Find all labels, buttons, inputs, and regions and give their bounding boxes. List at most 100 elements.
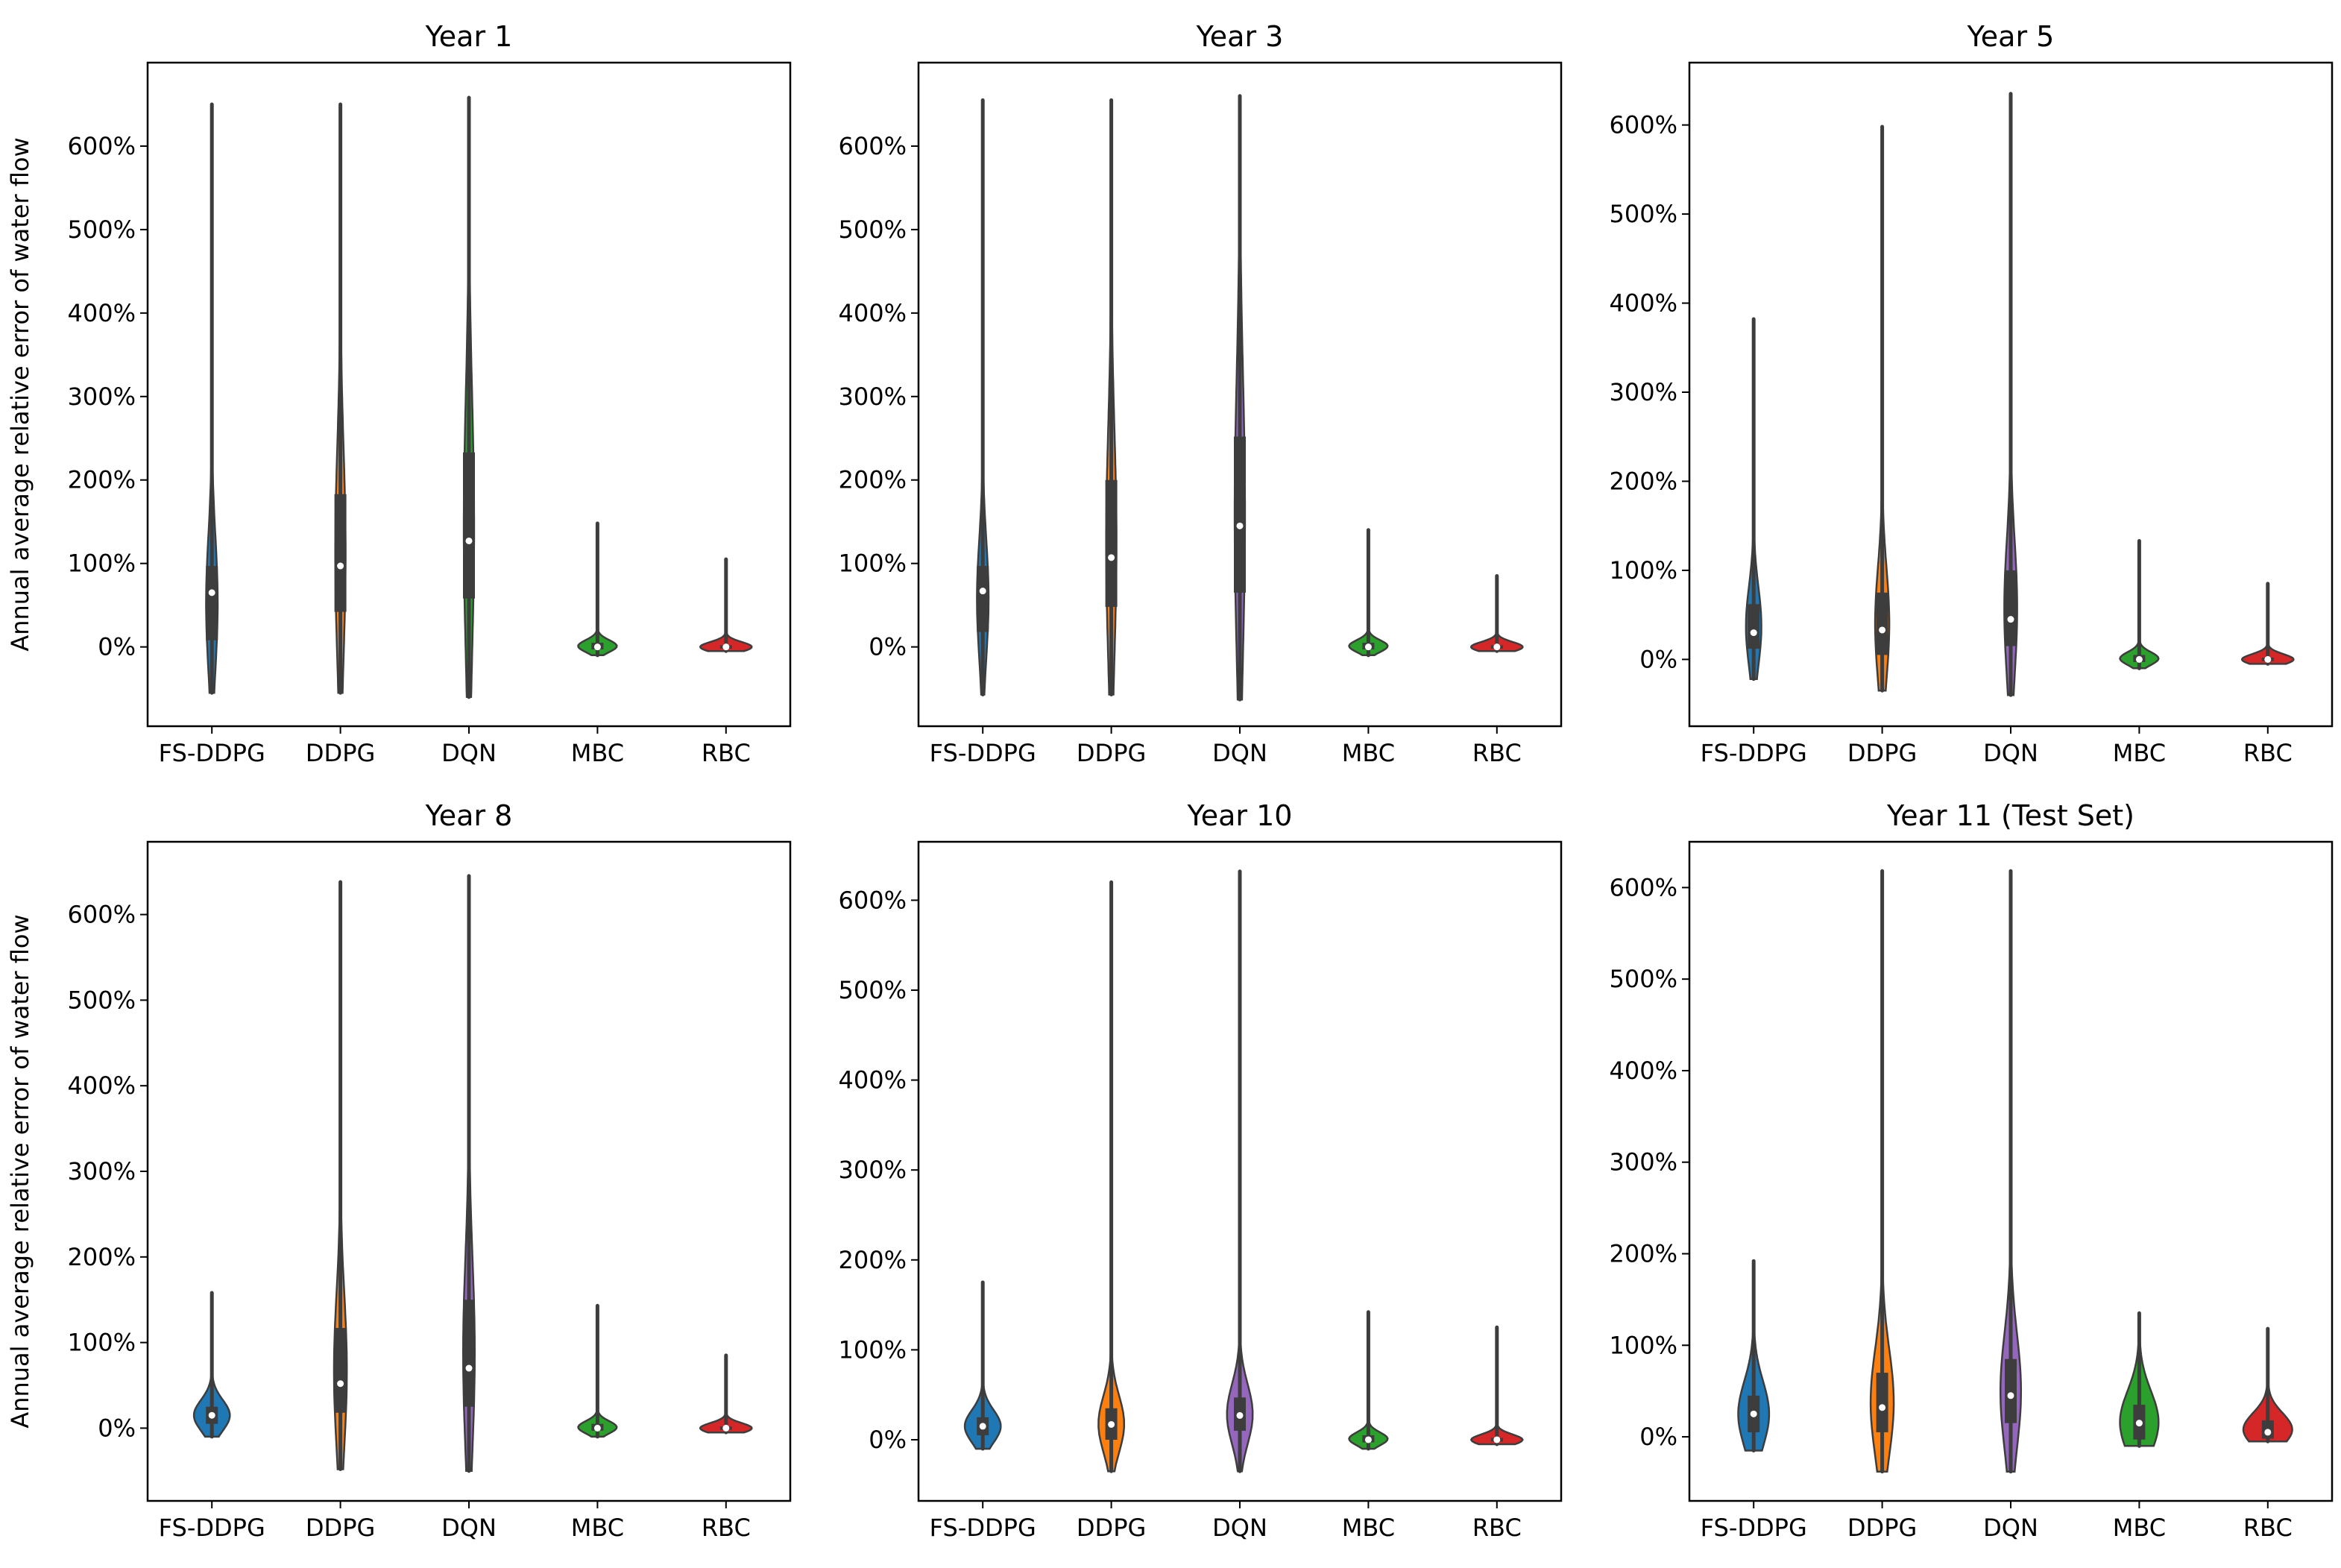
- y-tick-label: 300%: [839, 1156, 907, 1184]
- violin-median-dot: [593, 1424, 601, 1432]
- subplot-frame: [917, 61, 1563, 728]
- x-tick-label: FS-DDPG: [159, 739, 265, 767]
- violin-iqr-box: [206, 566, 218, 640]
- violin-iqr-box: [463, 1300, 475, 1407]
- y-tick-label: 400%: [68, 299, 136, 327]
- x-tick-label: FS-DDPG: [930, 739, 1036, 767]
- violin-median-dot: [1750, 1410, 1757, 1417]
- violin-median-dot: [1364, 1436, 1372, 1443]
- y-tick-label: 100%: [68, 550, 136, 578]
- y-tick-label: 100%: [1610, 556, 1677, 585]
- violin-iqr-box: [334, 1328, 347, 1413]
- violin-median-dot: [593, 643, 601, 651]
- violin-iqr-box: [2005, 1358, 2017, 1423]
- x-tick-label: DQN: [1983, 1514, 2038, 1542]
- subplot-frame: [917, 840, 1563, 1502]
- x-tick-label: FS-DDPG: [1701, 1514, 1807, 1542]
- x-tick-label: DDPG: [1077, 1514, 1146, 1542]
- x-tick-label: MBC: [2113, 739, 2166, 767]
- y-tick-label: 600%: [68, 132, 136, 160]
- subplot-year-panel: Year 8 0% 100% 200% 300% 400% 500% 600% FS-DDPG D…: [68, 799, 792, 1542]
- violin-iqr-box: [1748, 604, 1760, 649]
- violin-median-dot: [1108, 554, 1115, 561]
- x-tick-label: DQN: [1212, 1514, 1267, 1542]
- y-tick-label: 100%: [839, 550, 907, 578]
- subplot-frame: [1688, 61, 2334, 728]
- x-tick-label: DDPG: [306, 739, 375, 767]
- violin-median-dot: [1879, 626, 1886, 634]
- violin-median-dot: [337, 562, 344, 570]
- y-tick-label: 0%: [1639, 1423, 1677, 1451]
- violin-median-dot: [1236, 1411, 1244, 1419]
- violin-median-dot: [208, 1411, 215, 1419]
- y-tick-label: 200%: [1610, 1240, 1677, 1268]
- violin-iqr-box: [1876, 1373, 1888, 1432]
- violin-iqr-box: [1234, 436, 1246, 593]
- x-tick-label: MBC: [571, 1514, 624, 1542]
- x-tick-label: RBC: [702, 1514, 751, 1542]
- y-tick-label: 100%: [1610, 1331, 1677, 1359]
- violin-iqr-box: [2005, 570, 2017, 646]
- x-tick-label: FS-DDPG: [1701, 739, 1807, 767]
- subplot-frame: [146, 61, 792, 728]
- x-tick-label: DDPG: [1847, 739, 1917, 767]
- subplot-year-panel: Year 1 0% 100% 200% 300% 400% 500% 600% FS-DDPG D…: [68, 20, 792, 767]
- violin-median-dot: [2135, 655, 2143, 663]
- violin-median-dot: [979, 588, 986, 595]
- violin-iqr-box: [1105, 479, 1118, 607]
- violin-median-dot: [465, 1364, 473, 1372]
- y-tick-label: 400%: [839, 1066, 907, 1095]
- x-tick-label: RBC: [1472, 1514, 1522, 1542]
- violin-median-dot: [2264, 655, 2272, 663]
- y-tick-label: 500%: [839, 976, 907, 1004]
- violin-median-dot: [337, 1380, 344, 1388]
- violin-median-dot: [1364, 643, 1372, 651]
- x-tick-label: RBC: [702, 739, 751, 767]
- y-axis-label: Annual average relative error of water f…: [6, 914, 34, 1428]
- y-tick-label: 300%: [839, 382, 907, 411]
- violin-median-dot: [465, 537, 473, 544]
- y-tick-label: 500%: [1610, 200, 1677, 228]
- y-tick-label: 0%: [98, 633, 136, 661]
- y-tick-label: 400%: [1610, 1057, 1677, 1085]
- y-tick-label: 0%: [1639, 645, 1677, 673]
- y-tick-label: 400%: [1610, 289, 1677, 318]
- y-tick-label: 600%: [1610, 111, 1677, 139]
- y-tick-label: 300%: [68, 382, 136, 411]
- y-tick-label: 200%: [68, 466, 136, 494]
- violin-iqr-box: [977, 566, 989, 632]
- x-tick-label: DQN: [441, 1514, 497, 1542]
- violin-median-dot: [1236, 522, 1244, 529]
- violin-median-dot: [722, 1424, 730, 1432]
- subplot-year-panel: Year 10 0% 100% 200% 300% 400% 500% 600% FS-DDPG…: [839, 799, 1563, 1542]
- subplot-title: Year 11 (Test Set): [1886, 799, 2134, 832]
- y-tick-label: 0%: [869, 1426, 907, 1454]
- violin-median-dot: [2007, 616, 2014, 623]
- subplot-title: Year 1: [425, 20, 513, 53]
- y-tick-label: 400%: [68, 1071, 136, 1100]
- violin-median-dot: [1879, 1404, 1886, 1411]
- x-tick-label: DDPG: [1077, 739, 1146, 767]
- subplot-year-panel: Year 5 0% 100% 200% 300% 400% 500% 600% FS-DDPG D…: [1610, 20, 2334, 767]
- x-tick-label: DDPG: [1847, 1514, 1917, 1542]
- violin-median-dot: [1108, 1420, 1115, 1428]
- subplot-title: Year 5: [1967, 20, 2055, 53]
- y-tick-label: 200%: [839, 466, 907, 494]
- violin-median-dot: [1493, 1436, 1501, 1443]
- violin-median-dot: [2264, 1429, 2272, 1436]
- violin-iqr-box: [334, 494, 347, 612]
- y-tick-label: 300%: [1610, 1148, 1677, 1177]
- violin-median-dot: [2007, 1392, 2014, 1399]
- subplot-title: Year 3: [1196, 20, 1284, 53]
- x-tick-label: FS-DDPG: [159, 1514, 265, 1542]
- x-tick-label: DQN: [441, 739, 497, 767]
- x-tick-label: FS-DDPG: [930, 1514, 1036, 1542]
- y-tick-label: 400%: [839, 299, 907, 327]
- y-axis-label: Annual average relative error of water f…: [6, 137, 34, 651]
- violin-median-dot: [208, 589, 215, 596]
- x-tick-label: RBC: [2243, 1514, 2293, 1542]
- subplot-year-panel: Year 11 (Test Set) 0% 100% 200% 300% 400% 500%…: [1610, 799, 2334, 1542]
- y-tick-label: 300%: [68, 1157, 136, 1186]
- violin-median-dot: [1750, 629, 1757, 637]
- y-tick-label: 200%: [1610, 467, 1677, 495]
